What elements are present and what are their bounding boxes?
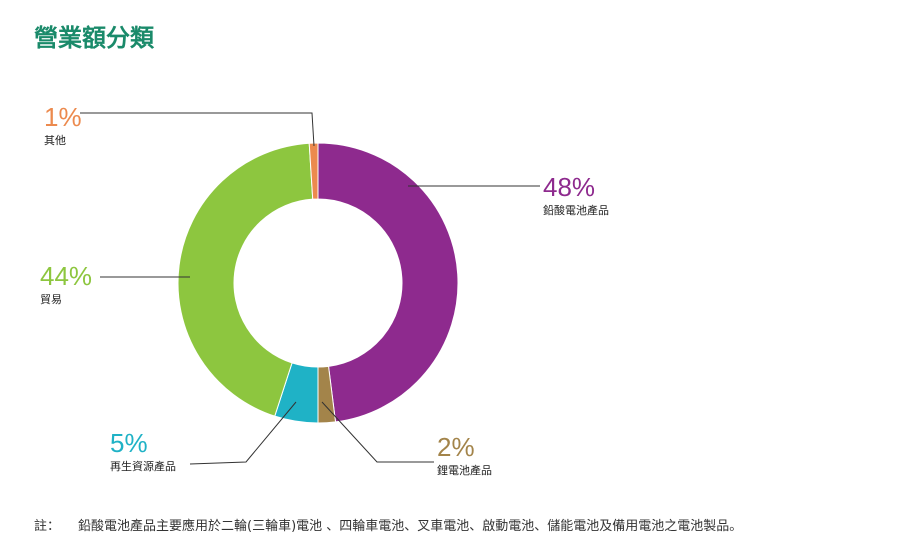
donut-slice	[177, 142, 314, 417]
category-label: 鉛酸電池產品	[543, 203, 609, 217]
value-label: 5%	[110, 428, 148, 458]
value-label: 48%	[543, 172, 595, 202]
note-label: 註：	[34, 519, 60, 534]
leader-line	[80, 112, 315, 147]
chart-title: 營業額分類	[34, 24, 155, 52]
value-label: 44%	[40, 261, 92, 291]
leader-line	[189, 401, 297, 465]
category-label: 鋰電池產品	[437, 463, 492, 477]
value-label: 1%	[44, 102, 82, 132]
note: 鉛酸電池產品主要應用於二輪(三輪車)電池 、四輪車電池、叉車電池、啟動電池、儲能…	[78, 518, 742, 534]
donut-slice	[317, 142, 459, 423]
category-label: 其他	[44, 134, 66, 147]
leader-line	[321, 401, 434, 463]
donut-slice	[308, 142, 319, 200]
value-label: 2%	[437, 432, 475, 462]
category-label: 再生資源產品	[110, 459, 176, 473]
category-label: 貿易	[40, 293, 62, 306]
